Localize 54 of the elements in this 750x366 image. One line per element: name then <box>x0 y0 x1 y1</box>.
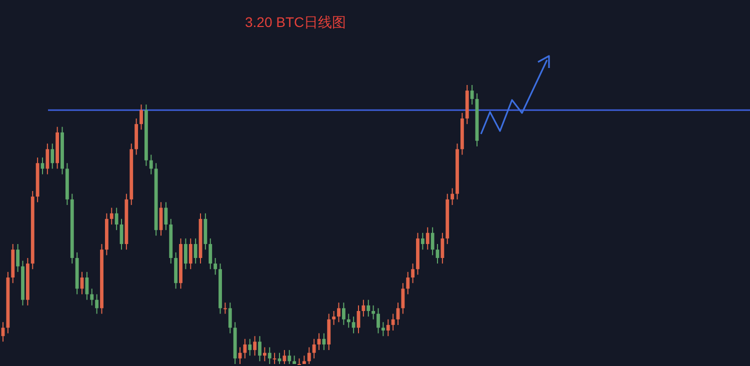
candlestick <box>420 232 424 250</box>
candlestick <box>362 299 366 318</box>
candlestick <box>411 263 415 284</box>
candlestick <box>228 302 232 334</box>
candlestick <box>391 313 395 332</box>
candlestick <box>258 336 262 362</box>
candlestick <box>366 299 370 318</box>
candlestick <box>248 338 252 356</box>
candlestick <box>114 207 118 231</box>
candlestick <box>470 84 474 106</box>
candlestick <box>16 244 20 272</box>
candlestick <box>208 238 212 270</box>
candlestick <box>352 316 356 334</box>
chart-title: 3.20 BTC日线图 <box>245 14 346 30</box>
candlestick <box>372 304 376 320</box>
candlestick <box>332 310 336 326</box>
candlestick <box>223 302 227 314</box>
candlestick <box>426 226 430 250</box>
candlestick <box>110 207 114 225</box>
candlestick <box>272 352 276 364</box>
candlestick <box>90 288 94 306</box>
candlestick <box>184 238 188 270</box>
candlestick <box>262 346 266 362</box>
candlestick <box>282 350 286 364</box>
candlestick <box>450 188 454 206</box>
candlestick <box>188 238 192 270</box>
candlestick <box>346 313 350 328</box>
candlestick <box>376 308 380 334</box>
candlestick <box>214 257 218 276</box>
candlestick <box>440 232 444 264</box>
candlestick <box>406 271 410 295</box>
candlestick <box>268 346 272 364</box>
candlestick <box>430 226 434 256</box>
candlestick <box>194 238 198 264</box>
candlestick <box>386 318 390 337</box>
candlestick <box>322 332 326 351</box>
candlestick <box>164 202 168 231</box>
candlestick <box>401 282 405 314</box>
candlestick <box>46 143 50 175</box>
candlestick <box>342 302 346 326</box>
candlestick <box>396 302 400 326</box>
candlestick <box>95 294 99 314</box>
candlestick <box>298 358 301 365</box>
candlestick <box>307 346 311 364</box>
candlestick <box>85 271 89 300</box>
candlestick <box>149 154 153 175</box>
candlestick <box>50 143 54 170</box>
candlestick <box>312 338 316 359</box>
candlestick <box>243 338 247 359</box>
candlestick <box>253 336 257 356</box>
candlestick <box>140 104 143 130</box>
candlestick <box>337 302 340 323</box>
candlestick <box>288 350 292 364</box>
candlestick <box>381 322 385 337</box>
